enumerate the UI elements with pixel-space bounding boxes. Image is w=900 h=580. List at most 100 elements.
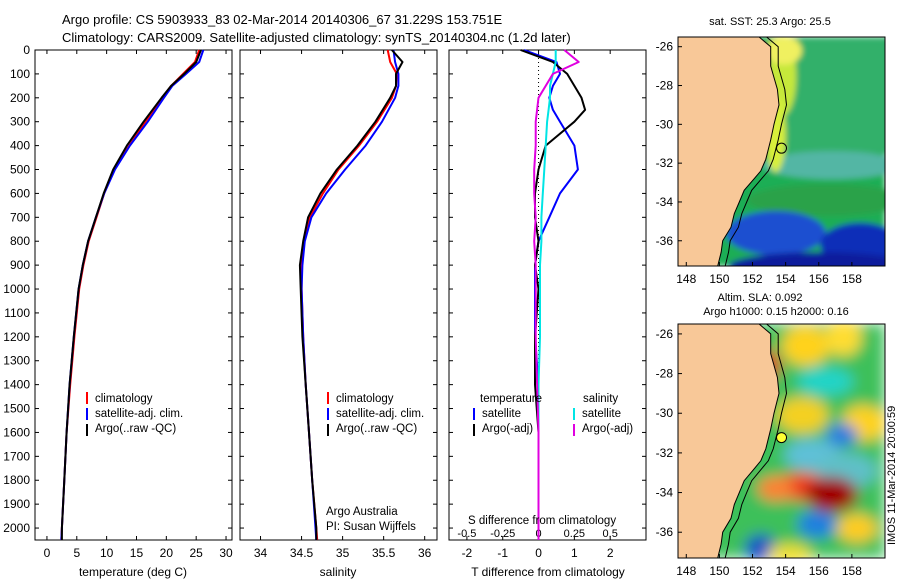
legend-label-argo: Argo(..raw -QC) bbox=[336, 423, 417, 435]
map-y-tick-label: -30 bbox=[656, 406, 674, 420]
legend-label-satellite: satellite-adj. clim. bbox=[336, 408, 424, 420]
x-tick-label-secondary: 0.5 bbox=[603, 528, 618, 540]
legend-label-sal-satellite: satellite bbox=[582, 408, 621, 420]
x-tick-label: -1 bbox=[497, 546, 508, 560]
sst-cool-band bbox=[762, 151, 885, 180]
legend-label-climatology: climatology bbox=[336, 393, 394, 405]
temperature-xlabel: temperature (deg C) bbox=[79, 565, 187, 579]
x-tick-label: 25 bbox=[190, 546, 204, 560]
map-x-tick-label: 152 bbox=[743, 564, 763, 578]
x-tick-label: 0 bbox=[535, 546, 542, 560]
y-tick-label: 500 bbox=[10, 163, 30, 177]
sla-anomaly-blob bbox=[825, 423, 858, 448]
map-x-tick-label: 152 bbox=[743, 272, 763, 286]
sla-anomaly-blob bbox=[776, 397, 829, 434]
argo-float-marker bbox=[776, 142, 788, 154]
temperature-panel-frame bbox=[34, 49, 233, 541]
salinity-panel-frame bbox=[239, 49, 438, 541]
legend-label-climatology: climatology bbox=[95, 393, 153, 405]
sst-cold-bottom bbox=[728, 252, 885, 266]
s-difference-label: S difference from climatology bbox=[468, 515, 616, 527]
salinity-xlabel: salinity bbox=[320, 565, 357, 579]
y-tick-label: 2000 bbox=[3, 521, 30, 535]
temperature-legend: climatology satellite-adj. clim. Argo(..… bbox=[86, 392, 183, 436]
sla-map-axes: 148 150 152 154 156 158 -26 -28 -30 -32 -34 -36 bbox=[656, 327, 863, 578]
legend-heading-temperature: temperature bbox=[480, 393, 542, 405]
y-tick-label: 1300 bbox=[3, 354, 30, 368]
legend-label-satellite: satellite-adj. clim. bbox=[95, 408, 183, 420]
map-y-tick-label: -32 bbox=[656, 156, 674, 170]
temperature-panel: 0 5 10 15 20 25 300100200300400500600700800900… bbox=[3, 43, 233, 560]
map-x-tick-label: 156 bbox=[809, 564, 829, 578]
map-y-tick-label: -34 bbox=[656, 486, 674, 500]
y-tick-label: 1100 bbox=[4, 306, 30, 320]
x-tick-label: 30 bbox=[219, 546, 233, 560]
sla-anomaly-blob bbox=[797, 367, 854, 396]
figure-title-line2: Climatology: CARS2009. Satellite-adjuste… bbox=[62, 30, 571, 45]
x-tick-label: 35.5 bbox=[372, 546, 396, 560]
salinity-panel: 34 34.5 35 35.5 36 bbox=[240, 49, 437, 560]
legend-label-temp-argo: Argo(-adj) bbox=[482, 423, 533, 435]
series-line-salinity-satellite bbox=[537, 50, 557, 540]
map-y-tick-label: -32 bbox=[656, 446, 674, 460]
sla-anomaly-blob bbox=[836, 514, 877, 543]
figure-title-line1: Argo profile: CS 5903933_83 02-Mar-2014 … bbox=[62, 12, 503, 27]
map-x-tick-label: 150 bbox=[709, 564, 729, 578]
sst-map-axes: 148 150 152 154 156 158 -26 -28 -30 -32 -34 -36 bbox=[656, 40, 863, 286]
series-line-satellite-adj-clim bbox=[300, 49, 400, 541]
x-tick-label: 34.5 bbox=[290, 546, 314, 560]
series-line-climatology bbox=[300, 49, 398, 541]
y-tick-label: 100 bbox=[10, 67, 30, 81]
map-y-tick-label: -28 bbox=[656, 367, 674, 381]
y-tick-label: 0 bbox=[23, 43, 30, 57]
difference-panel-frame bbox=[448, 49, 647, 541]
sst-mid-band bbox=[747, 184, 885, 217]
sla-map bbox=[678, 324, 885, 558]
legend-label-argo: Argo(..raw -QC) bbox=[95, 423, 176, 435]
x-tick-label: 2 bbox=[607, 546, 614, 560]
map-x-tick-label: 156 bbox=[809, 272, 829, 286]
sla-map-frame bbox=[677, 323, 886, 559]
y-tick-label: 900 bbox=[10, 258, 30, 272]
y-tick-label: 1400 bbox=[3, 378, 30, 392]
y-tick-label: 1500 bbox=[3, 402, 30, 416]
series-line-climatology bbox=[60, 49, 201, 541]
map-y-tick-label: -30 bbox=[656, 117, 674, 131]
map-x-tick-label: 154 bbox=[776, 272, 796, 286]
series-line-temperature-satellite bbox=[523, 49, 579, 540]
y-tick-label: 400 bbox=[10, 139, 30, 153]
x-tick-label: -2 bbox=[462, 546, 473, 560]
x-tick-label: 5 bbox=[73, 546, 80, 560]
y-tick-label: 1200 bbox=[3, 330, 30, 344]
salinity-legend: climatology satellite-adj. clim. Argo(..… bbox=[327, 392, 424, 436]
x-tick-label: 1 bbox=[571, 546, 578, 560]
coastline bbox=[717, 324, 780, 558]
y-tick-label: 300 bbox=[10, 115, 30, 129]
map-y-tick-label: -36 bbox=[656, 525, 674, 539]
x-tick-label-secondary: 0.25 bbox=[564, 528, 585, 540]
legend-label-temp-satellite: satellite bbox=[482, 408, 521, 420]
y-tick-label: 1600 bbox=[3, 425, 30, 439]
y-tick-label: 600 bbox=[10, 186, 30, 200]
map-x-tick-label: 158 bbox=[842, 272, 862, 286]
sla-anomaly-blob bbox=[806, 476, 859, 513]
y-tick-label: 1800 bbox=[3, 473, 30, 487]
x-tick-label-secondary: -0.5 bbox=[457, 528, 476, 540]
map-x-tick-label: 158 bbox=[842, 564, 862, 578]
sst-cold-south-west bbox=[725, 211, 826, 256]
series-line-satellite-adj-clim bbox=[60, 49, 205, 541]
difference-legend: temperature satellite Argo(-adj) salinit… bbox=[473, 393, 633, 436]
series-line-temperature-argo-adj bbox=[520, 49, 587, 540]
map-y-tick-label: -26 bbox=[656, 327, 674, 341]
sla-map-subtitle: Argo h1000: 0.15 h2000: 0.16 bbox=[703, 306, 849, 318]
y-tick-label: 200 bbox=[10, 91, 30, 105]
legend-label-sal-argo: Argo(-adj) bbox=[582, 423, 633, 435]
sst-map-title: sat. SST: 25.3 Argo: 25.5 bbox=[709, 16, 831, 28]
shelf-contour bbox=[724, 37, 788, 266]
x-tick-label-secondary: -0.25 bbox=[490, 528, 515, 540]
map-y-tick-label: -28 bbox=[656, 79, 674, 93]
argo-australia-label: Argo Australia bbox=[326, 506, 398, 518]
series-line-salinity-argo-adj bbox=[533, 49, 580, 540]
